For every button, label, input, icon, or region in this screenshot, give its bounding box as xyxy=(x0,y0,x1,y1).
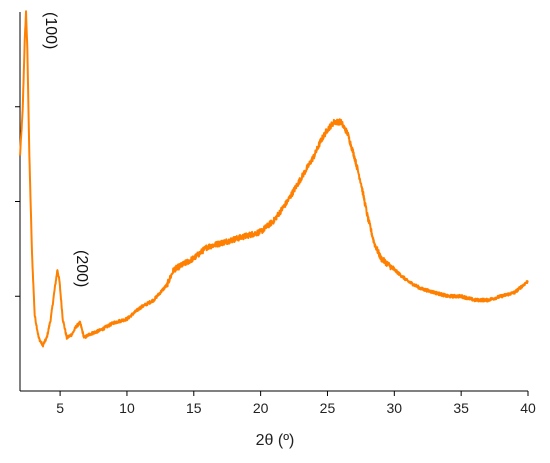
x-tick-label: 5 xyxy=(56,400,64,416)
series-layer xyxy=(19,10,529,348)
x-axis-title: 2θ (º) xyxy=(256,432,295,449)
x-tick-label: 10 xyxy=(119,400,135,416)
x-ticks: 5 10 15 20 25 30 35 40 xyxy=(56,391,536,416)
x-tick-label: 35 xyxy=(453,400,469,416)
peak-annotation: (200) xyxy=(73,250,90,287)
x-tick-label: 20 xyxy=(253,400,269,416)
x-tick-label: 25 xyxy=(320,400,336,416)
x-tick-label: 40 xyxy=(520,400,536,416)
annotations: (100) (200) xyxy=(42,12,90,287)
peak-annotation: (100) xyxy=(42,12,59,49)
x-tick-label: 30 xyxy=(387,400,403,416)
x-tick-label: 15 xyxy=(186,400,202,416)
series-line-0 xyxy=(19,10,529,348)
axes xyxy=(19,12,528,392)
y-ticks xyxy=(15,106,20,297)
